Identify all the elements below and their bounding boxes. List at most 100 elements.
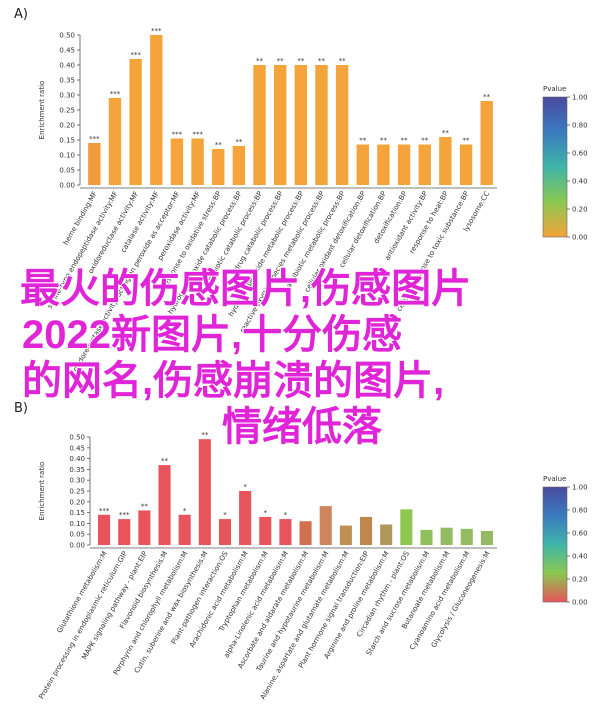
bar (253, 65, 266, 185)
bar (294, 65, 308, 185)
y-tick-label: 0.20 (59, 122, 75, 130)
bar (418, 144, 431, 185)
colorbar-tick-label: 0.40 (572, 553, 588, 561)
y-tick-label: 0.35 (69, 466, 85, 474)
significance-label: ** (380, 137, 388, 145)
significance-label: ** (277, 57, 285, 65)
bar (178, 514, 191, 545)
y-tick-label: 0.20 (69, 498, 85, 506)
colorbar-title: Pvalue (543, 85, 566, 93)
panel-label: B) (14, 401, 28, 416)
y-tick-label: 0.00 (59, 182, 75, 190)
significance-label: * (243, 483, 247, 491)
significance-label: *** (119, 511, 130, 519)
x-tick-label: catalase activity:MF (119, 190, 161, 254)
significance-label: ** (215, 141, 223, 149)
y-axis-label: Enrichment ratio (38, 462, 46, 521)
significance-label: ** (421, 137, 429, 145)
bar (359, 516, 373, 545)
bar (118, 519, 131, 545)
significance-label: ** (483, 93, 491, 101)
y-tick-label: 0.15 (59, 137, 75, 145)
colorbar-tick-label: 0.60 (572, 530, 588, 538)
y-tick-label: 0.25 (69, 488, 85, 496)
bar (480, 530, 493, 545)
bar (259, 516, 272, 545)
significance-label: *** (192, 131, 203, 139)
colorbar-tick-label: 1.00 (572, 484, 588, 492)
y-tick-label: 0.50 (59, 32, 75, 40)
bar (273, 65, 287, 185)
bar (480, 101, 493, 185)
colorbar-tick-label: 0.80 (572, 507, 588, 515)
bar (239, 491, 252, 545)
colorbar-tick-label: 0.80 (572, 122, 588, 130)
y-tick-label: 0.30 (69, 477, 85, 485)
y-tick-label: 0.15 (69, 509, 85, 517)
overlay-text: 最火的伤感图片,伤感图片 (20, 267, 471, 311)
y-tick-label: 0.00 (69, 542, 85, 550)
bar (129, 59, 142, 185)
bar (279, 519, 292, 545)
bar (400, 509, 413, 545)
x-tick-label: Protein processing in endoplasmic reticu… (37, 550, 129, 701)
bar (339, 525, 352, 545)
significance-label: *** (89, 135, 100, 143)
y-tick-label: 0.05 (59, 167, 75, 175)
bar (108, 98, 122, 185)
significance-label: ** (161, 457, 169, 465)
overlay-text: 2022新图片,十分伤感 (22, 313, 402, 357)
significance-label: ** (201, 431, 209, 439)
bar (232, 146, 246, 185)
y-tick-label: 0.40 (59, 62, 75, 70)
y-tick-label: 0.40 (69, 455, 85, 463)
colorbar (542, 96, 568, 238)
bar (158, 465, 171, 545)
significance-label: *** (151, 27, 162, 35)
bar (440, 527, 453, 545)
significance-label: *** (110, 90, 121, 98)
y-tick-label: 0.30 (59, 92, 75, 100)
bar (319, 506, 332, 545)
significance-label: ** (256, 57, 264, 65)
bar (198, 439, 211, 545)
bar (88, 143, 101, 185)
colorbar-tick-label: 0.20 (572, 576, 588, 584)
bar (170, 138, 184, 185)
bar (356, 144, 369, 185)
panel-label: A) (14, 7, 28, 22)
significance-label: * (223, 511, 227, 519)
significance-label: ** (401, 137, 409, 145)
overlay-text: 情绪低落 (222, 405, 383, 449)
bar (138, 510, 151, 545)
significance-label: ** (463, 137, 471, 145)
significance-label: * (284, 511, 288, 519)
bar (191, 138, 204, 185)
significance-label: * (183, 507, 187, 515)
bar (460, 528, 473, 545)
overlay-text: 的网名,伤感崩溃的图片, (22, 359, 444, 403)
y-tick-label: 0.45 (69, 444, 85, 452)
bar (150, 35, 163, 185)
bar (299, 521, 312, 545)
bar (335, 65, 349, 185)
significance-label: ** (339, 57, 347, 65)
colorbar-title: Pvalue (543, 475, 566, 483)
significance-label: ** (442, 129, 450, 137)
bar (218, 519, 232, 545)
colorbar-tick-label: 0.20 (572, 206, 588, 214)
y-tick-label: 0.45 (59, 47, 75, 55)
colorbar-tick-label: 1.00 (572, 94, 588, 102)
significance-label: * (264, 509, 268, 517)
y-tick-label: 0.25 (59, 107, 75, 115)
y-tick-label: 0.50 (69, 434, 85, 442)
significance-label: ** (141, 502, 149, 510)
y-tick-label: 0.35 (59, 77, 75, 85)
colorbar-tick-label: 0.00 (572, 599, 588, 607)
bar (380, 524, 393, 545)
significance-label: ** (318, 57, 326, 65)
significance-label: ** (359, 137, 367, 145)
bar (212, 149, 225, 185)
y-tick-label: 0.05 (69, 531, 85, 539)
y-axis-label: Enrichment ratio (38, 81, 46, 140)
